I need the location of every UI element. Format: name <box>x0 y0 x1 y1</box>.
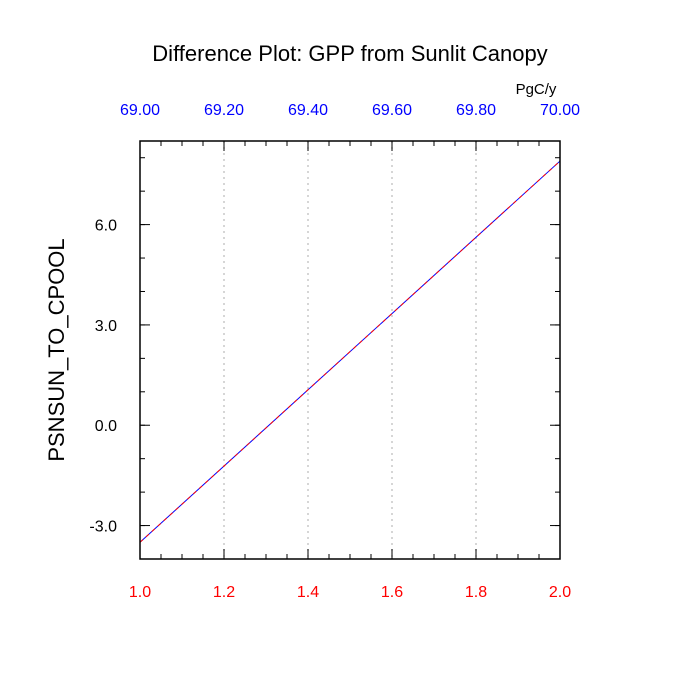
y-tick-label: 0.0 <box>95 418 117 435</box>
y-tick-label: 6.0 <box>95 218 117 235</box>
top-x-tick-label: 69.00 <box>120 102 160 119</box>
top-x-tick-label: 69.60 <box>372 102 412 119</box>
bottom-x-tick-label: 1.4 <box>297 584 319 601</box>
chart-axes: 1.0 1.2 1.4 1.6 1.8 2.0 69.00 69.20 69.40 69.60 69… <box>89 102 580 601</box>
y-tick-label: -3.0 <box>89 519 117 536</box>
y-tick-label: 3.0 <box>95 318 117 335</box>
vertical-grid-lines <box>223 141 477 559</box>
y-axis-label: PSNSUN_TO_CPOOL <box>44 238 69 461</box>
plot-area-frame <box>139 140 561 560</box>
top-x-tick-label: 69.40 <box>288 102 328 119</box>
top-x-tick-label: 69.80 <box>456 102 496 119</box>
bottom-x-tick-label: 1.0 <box>129 584 151 601</box>
chart-series <box>139 160 561 543</box>
top-x-tick-label: 69.20 <box>204 102 244 119</box>
bottom-x-tick-label: 1.8 <box>465 584 487 601</box>
chart-title: Difference Plot: GPP from Sunlit Canopy <box>152 41 547 66</box>
bottom-x-tick-label: 1.6 <box>381 584 403 601</box>
bottom-x-tick-label: 2.0 <box>549 584 571 601</box>
top-axis-units-label: PgC/y <box>516 81 557 98</box>
top-x-tick-label: 70.00 <box>540 102 580 119</box>
dashed-difference-line <box>139 160 561 543</box>
bottom-x-tick-label: 1.2 <box>213 584 235 601</box>
